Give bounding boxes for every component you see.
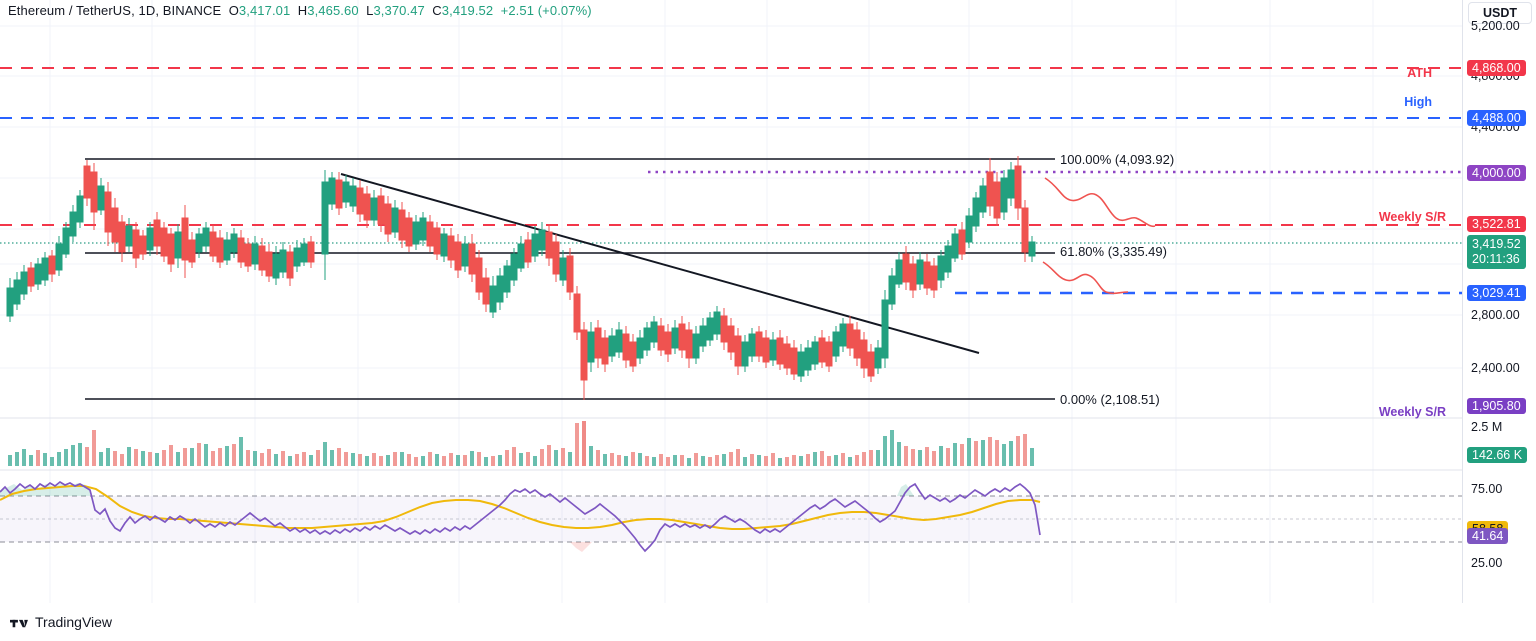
rsi-bands [0, 495, 1462, 543]
weekly-sr-caption: Weekly S/R [1378, 210, 1446, 224]
rsi-overbought-fill-2 [897, 484, 914, 496]
legend-interval[interactable]: 1D [138, 3, 156, 18]
legend-change: +2.51 (+0.07%) [500, 3, 592, 18]
legend-open-label: O [228, 3, 239, 18]
high-caption: High [1404, 95, 1432, 109]
tradingview-logo[interactable]: TradingView [10, 614, 112, 630]
volume-series [8, 421, 1034, 466]
descending-trendline [340, 173, 980, 354]
last-price-pill[interactable]: 3,419.52 20:11:36 [1467, 235, 1526, 269]
rsi-value-pill[interactable]: 41.64 [1467, 528, 1509, 544]
price-tick: 2,800.00 [1471, 308, 1520, 322]
chart-legend[interactable]: Ethereum / TetherUS, 1D, BINANCE O3,417.… [8, 3, 592, 18]
ath-price-pill[interactable]: 4,868.00 [1467, 60, 1526, 76]
legend-symbol[interactable]: Ethereum / TetherUS [8, 3, 132, 18]
high-price-pill[interactable]: 4,488.00 [1467, 110, 1526, 126]
chart-plot-area[interactable]: 100.00% (4,093.92) 61.80% (3,335.49) 0.0… [0, 0, 1462, 603]
price-tick: 5,200.00 [1471, 19, 1520, 33]
candlestick-series [6, 156, 1036, 400]
countdown-timer: 20:11:36 [1472, 252, 1520, 266]
rsi-tick: 75.00 [1471, 482, 1503, 496]
weekly-sr-low-pill[interactable]: 1,905.80 [1467, 398, 1526, 414]
tradingview-logo-icon [10, 619, 28, 627]
grid-lines [0, 0, 1462, 603]
volume-tick: 2.5 M [1471, 420, 1503, 434]
volume-pill[interactable]: 142.66 K [1467, 447, 1528, 463]
currency-button[interactable]: USDT [1468, 2, 1532, 24]
fib-100-label: 100.00% (4,093.92) [1060, 152, 1175, 167]
volume-spike-bar [582, 421, 586, 466]
rsi-tick: 25.00 [1471, 556, 1503, 570]
footer: TradingView [0, 603, 1536, 641]
legend-low-label: L [366, 3, 374, 18]
legend-open-value: 3,417.01 [238, 3, 291, 18]
legend-close-value: 3,419.52 [441, 3, 494, 18]
rsi-oversold-fill [570, 542, 592, 552]
chart-canvas [0, 0, 1462, 603]
ath-caption: ATH [1407, 66, 1432, 80]
support-price-pill[interactable]: 3,029.41 [1467, 285, 1526, 301]
price-tick: 2,400.00 [1471, 361, 1520, 375]
fib-618-label: 61.80% (3,335.49) [1060, 244, 1167, 259]
weekly-sr-low-caption: Weekly S/R [1378, 405, 1446, 419]
last-price-value: 3,419.52 [1472, 237, 1521, 251]
price-axis[interactable]: USDT 5,200.00 4,800.00 4,400.00 2,800.00… [1462, 0, 1536, 603]
bearish-path-lower [1042, 261, 1129, 295]
legend-exchange: BINANCE [162, 3, 222, 18]
pane-separators [0, 417, 1462, 471]
legend-high-value: 3,465.60 [307, 3, 359, 18]
bearish-path-upper [1044, 177, 1156, 228]
fib-price-pill[interactable]: 4,000.00 [1467, 165, 1526, 181]
legend-high-label: H [297, 3, 308, 18]
rsi-line [0, 480, 1041, 553]
fib-0-label: 0.00% (2,108.51) [1060, 392, 1160, 407]
tradingview-brand: TradingView [35, 614, 113, 630]
weekly-sr-price-pill[interactable]: 3,522.81 [1467, 216, 1526, 232]
legend-close-label: C [432, 3, 442, 18]
legend-low-value: 3,370.47 [373, 3, 425, 18]
